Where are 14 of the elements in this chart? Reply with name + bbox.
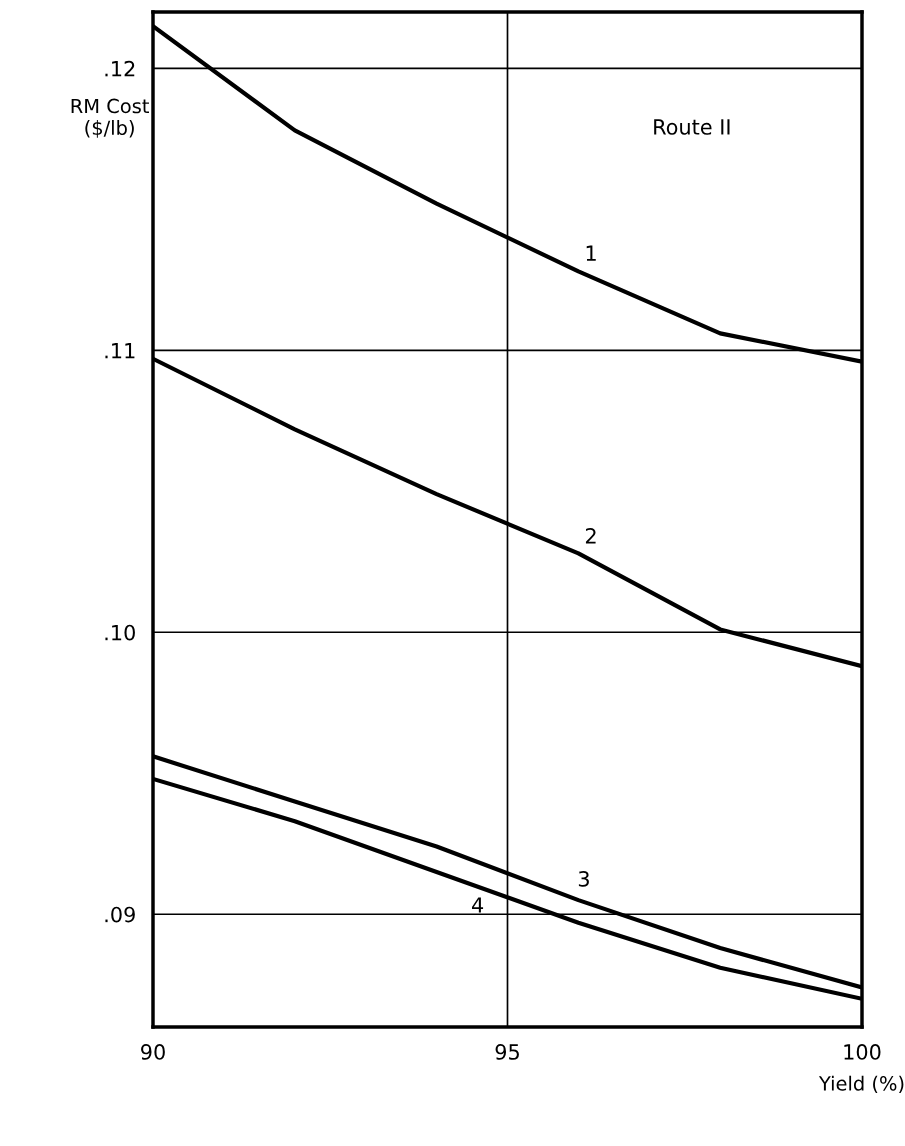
series-label: 2: [585, 527, 596, 544]
series-label: 1: [586, 245, 596, 261]
series-label: 4: [472, 897, 484, 913]
x-tick-label: 100: [844, 1044, 881, 1060]
x-tick-label: 95: [495, 1044, 519, 1060]
y-tick-label: .09: [105, 906, 135, 923]
y-tick-label: .10: [105, 624, 135, 641]
y-axis-title: RM Cost ($/lb): [71, 98, 149, 138]
y-tick-label: .12: [105, 60, 135, 77]
series-label: 3: [578, 870, 589, 887]
x-tick-label: 90: [141, 1044, 165, 1060]
x-axis-title: Yield (%): [818, 1075, 904, 1094]
y-tick-label: .11: [105, 343, 135, 359]
annotation: Route II: [654, 119, 730, 135]
